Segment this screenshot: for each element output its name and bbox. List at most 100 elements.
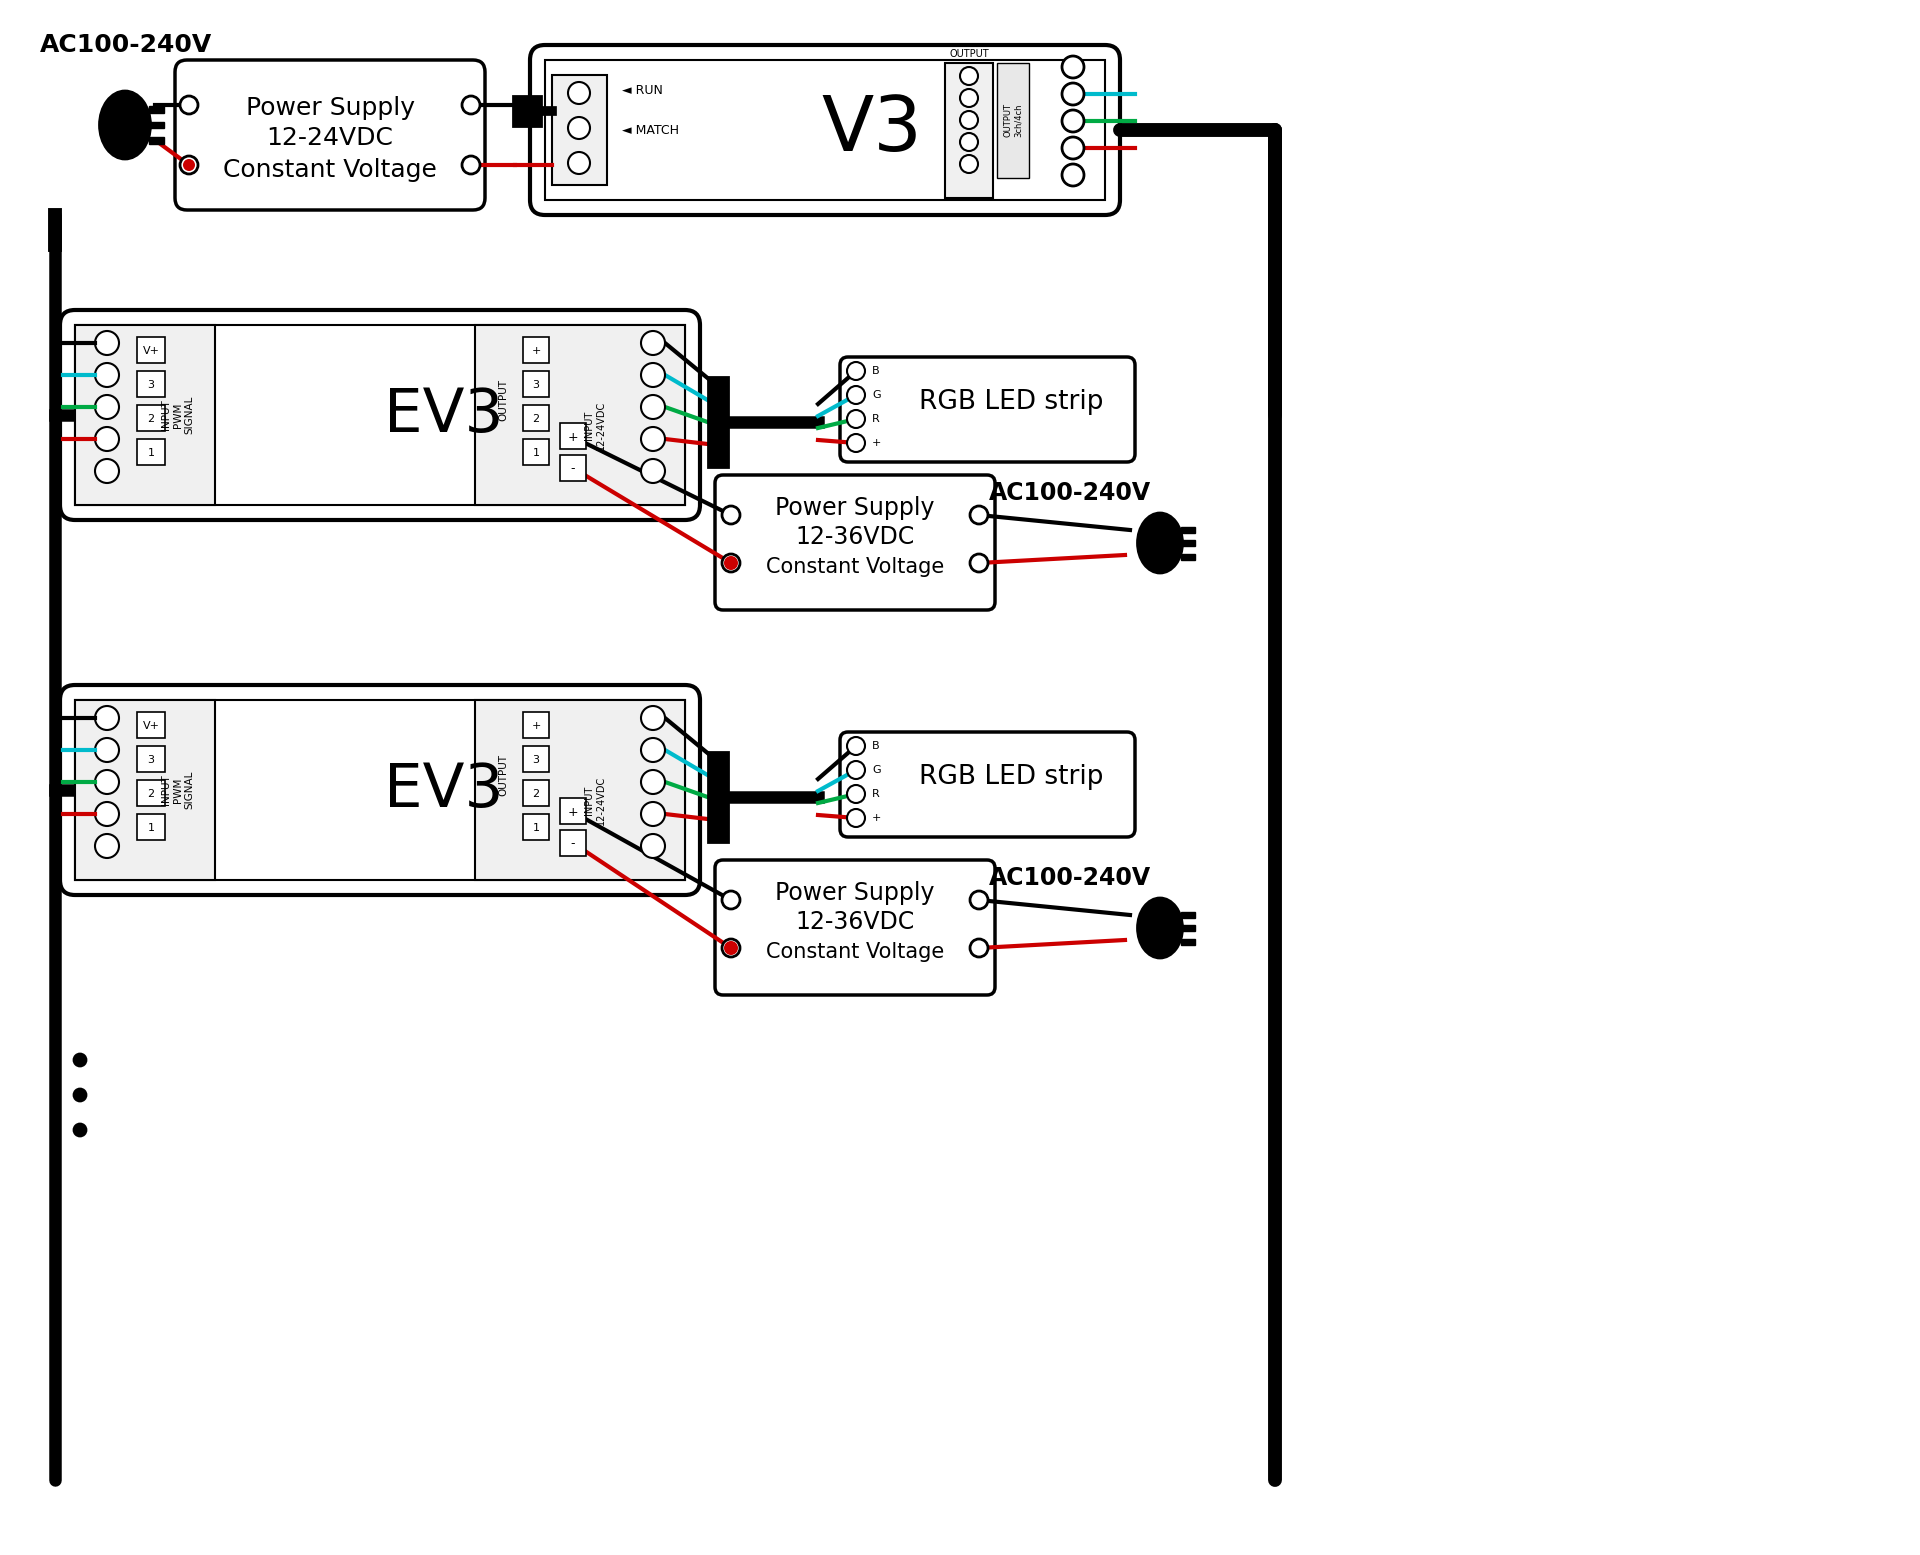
- Circle shape: [94, 331, 119, 355]
- Circle shape: [641, 833, 664, 858]
- Text: INPUT
12-24VDC: INPUT 12-24VDC: [584, 776, 607, 824]
- Text: 3: 3: [148, 379, 154, 390]
- Text: B: B: [872, 365, 879, 376]
- Circle shape: [94, 739, 119, 762]
- Circle shape: [641, 802, 664, 826]
- Circle shape: [180, 96, 198, 114]
- Bar: [522, 781, 549, 805]
- Text: Power Supply: Power Supply: [776, 496, 935, 519]
- Text: +: +: [568, 805, 578, 818]
- Text: G: G: [872, 390, 881, 400]
- Bar: [561, 798, 586, 824]
- Text: 1: 1: [532, 823, 540, 833]
- Circle shape: [970, 939, 989, 956]
- FancyBboxPatch shape: [841, 732, 1135, 837]
- Circle shape: [94, 706, 119, 729]
- Circle shape: [1062, 110, 1085, 132]
- Bar: [522, 337, 549, 362]
- Text: RGB LED strip: RGB LED strip: [920, 764, 1104, 790]
- Circle shape: [94, 362, 119, 387]
- Circle shape: [847, 809, 866, 827]
- Bar: [136, 337, 165, 362]
- Circle shape: [722, 505, 739, 524]
- Text: Power Supply: Power Supply: [246, 96, 415, 120]
- Bar: [136, 712, 165, 739]
- Bar: [136, 372, 165, 397]
- Text: OUTPUT: OUTPUT: [497, 379, 509, 421]
- Circle shape: [94, 428, 119, 451]
- Text: AC100-240V: AC100-240V: [40, 33, 213, 58]
- Circle shape: [847, 386, 866, 404]
- Circle shape: [641, 362, 664, 387]
- Ellipse shape: [1137, 513, 1183, 572]
- Text: EV3: EV3: [384, 386, 503, 445]
- Circle shape: [960, 110, 977, 129]
- Text: V+: V+: [142, 347, 159, 356]
- Text: 12-36VDC: 12-36VDC: [795, 526, 914, 549]
- FancyBboxPatch shape: [530, 45, 1119, 215]
- Text: R: R: [872, 788, 879, 799]
- Text: 2: 2: [532, 414, 540, 425]
- Bar: [522, 712, 549, 739]
- Text: INPUT
12-24VDC: INPUT 12-24VDC: [584, 400, 607, 449]
- Text: 2: 2: [532, 788, 540, 799]
- Bar: [75, 700, 215, 880]
- Text: 12-24VDC: 12-24VDC: [267, 126, 394, 149]
- FancyBboxPatch shape: [60, 686, 701, 896]
- Text: V3: V3: [822, 93, 924, 166]
- Circle shape: [75, 1124, 86, 1137]
- Circle shape: [463, 96, 480, 114]
- Text: -: -: [570, 462, 576, 476]
- Circle shape: [180, 156, 198, 174]
- Bar: [75, 700, 685, 880]
- Text: 2: 2: [148, 414, 156, 425]
- Bar: [996, 64, 1029, 177]
- Bar: [1181, 939, 1194, 944]
- Bar: [136, 813, 165, 840]
- Text: -: -: [570, 838, 576, 851]
- Circle shape: [568, 82, 589, 104]
- Circle shape: [847, 362, 866, 379]
- Bar: [1181, 911, 1194, 917]
- Text: 2: 2: [148, 788, 156, 799]
- Circle shape: [94, 802, 119, 826]
- FancyBboxPatch shape: [714, 860, 995, 995]
- Circle shape: [970, 554, 989, 572]
- Circle shape: [1062, 82, 1085, 106]
- Circle shape: [1062, 56, 1085, 78]
- Bar: [945, 64, 993, 197]
- Circle shape: [94, 770, 119, 795]
- Circle shape: [722, 939, 739, 956]
- FancyBboxPatch shape: [175, 61, 486, 210]
- Bar: [1181, 554, 1194, 560]
- Bar: [136, 746, 165, 771]
- Bar: [1181, 527, 1194, 532]
- Bar: [522, 372, 549, 397]
- Text: V+: V+: [142, 722, 159, 731]
- Text: OUTPUT: OUTPUT: [497, 754, 509, 796]
- Circle shape: [94, 833, 119, 858]
- Circle shape: [641, 331, 664, 355]
- Text: RGB LED strip: RGB LED strip: [920, 389, 1104, 415]
- Bar: [150, 121, 163, 129]
- Circle shape: [722, 554, 739, 572]
- Bar: [1181, 540, 1194, 546]
- Bar: [561, 423, 586, 449]
- Circle shape: [847, 760, 866, 779]
- Bar: [522, 746, 549, 771]
- Circle shape: [641, 770, 664, 795]
- Text: B: B: [872, 742, 879, 751]
- Bar: [1181, 925, 1194, 931]
- Circle shape: [641, 428, 664, 451]
- Circle shape: [641, 706, 664, 729]
- Text: +: +: [532, 347, 541, 356]
- Bar: [150, 106, 163, 114]
- Text: +: +: [872, 439, 881, 448]
- Circle shape: [724, 941, 737, 955]
- Bar: [75, 325, 685, 505]
- Text: G: G: [872, 765, 881, 774]
- Circle shape: [722, 891, 739, 910]
- Bar: [553, 75, 607, 185]
- Ellipse shape: [1137, 897, 1183, 958]
- Circle shape: [641, 739, 664, 762]
